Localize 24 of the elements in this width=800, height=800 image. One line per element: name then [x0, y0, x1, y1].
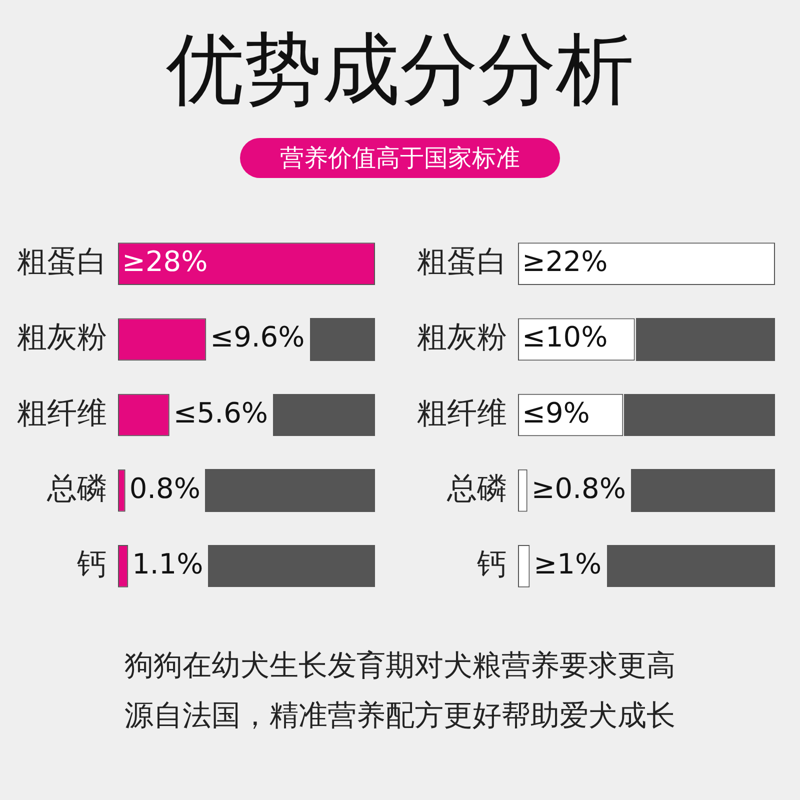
y-tick-label: 总磷	[446, 471, 507, 506]
y-tick-label: 粗纤维	[417, 396, 507, 431]
chart-title: 优势成分分析	[165, 24, 635, 117]
y-tick-label: 钙	[76, 546, 107, 582]
y-tick-label: 钙	[476, 546, 507, 582]
data-label: ≥1%	[534, 547, 602, 580]
data-label: ≥22%	[522, 245, 608, 278]
data-label: ≥0.8%	[531, 472, 626, 505]
y-tick-label: 粗灰粉	[17, 320, 107, 356]
y-tick-label: 总磷	[46, 471, 107, 506]
data-label: 1.1%	[132, 547, 204, 580]
y-tick-label: 粗纤维	[17, 396, 107, 431]
chart-subtitle: 营养价值高于国家标准	[240, 138, 560, 178]
data-label: ≤5.6%	[173, 396, 268, 430]
data-label: ≥28%	[122, 245, 208, 278]
data-label: ≤9.6%	[210, 320, 305, 354]
data-label: 0.8%	[129, 472, 200, 505]
data-label: ≤9%	[522, 396, 590, 430]
y-tick-label: 粗蛋白	[417, 244, 507, 280]
y-tick-label: 粗灰粉	[417, 320, 507, 356]
text: 狗狗在幼犬生长发育期对犬粮营养要求更高	[124, 647, 676, 684]
y-tick-label: 粗蛋白	[17, 244, 107, 280]
text: 源自法国，精准营养配方更好帮助爱犬成长	[124, 697, 676, 734]
data-label: ≤10%	[522, 320, 608, 354]
